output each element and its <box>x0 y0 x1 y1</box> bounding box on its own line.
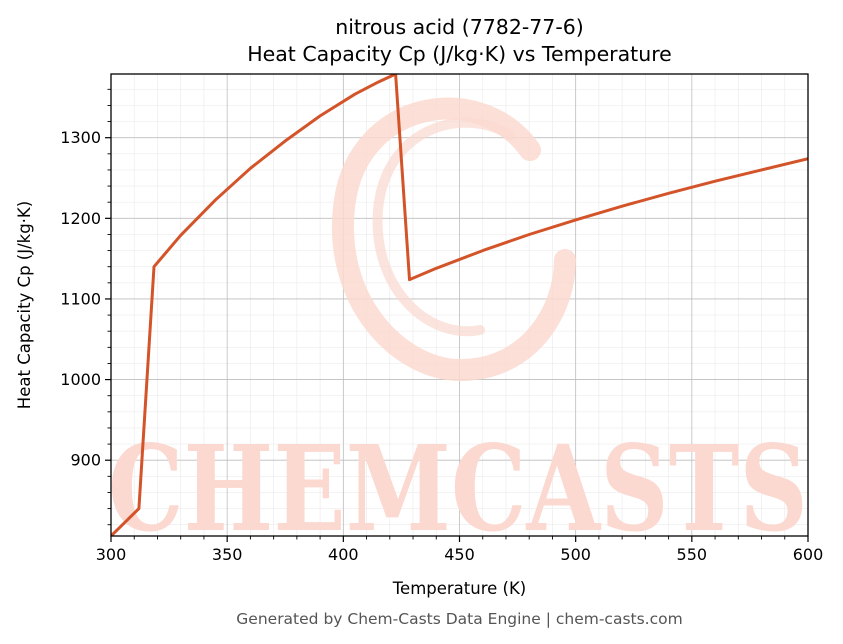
y-tick-label: 900 <box>70 451 101 470</box>
x-tick-label: 300 <box>96 545 127 564</box>
y-axis: 900 1000 1100 1200 1300 <box>60 88 111 526</box>
watermark-swirl-inner <box>372 117 515 337</box>
x-tick-label: 550 <box>677 545 708 564</box>
watermark-swirl <box>332 97 576 382</box>
x-tick-label: 500 <box>560 545 591 564</box>
y-tick-label: 1300 <box>60 128 101 147</box>
chart-title-line2: Heat Capacity Cp (J/kg·K) vs Temperature <box>247 42 672 66</box>
x-tick-label: 350 <box>212 545 243 564</box>
y-tick-label: 1100 <box>60 289 101 308</box>
x-axis-label: Temperature (K) <box>392 579 526 598</box>
footer-credit: Generated by Chem-Casts Data Engine | ch… <box>236 610 682 628</box>
x-tick-label: 600 <box>793 545 824 564</box>
watermark: CHEMCASTS <box>108 97 808 558</box>
x-axis: 300 350 400 450 500 550 600 <box>96 536 824 564</box>
series-line-heat-capacity <box>111 74 808 536</box>
watermark-text: CHEMCASTS <box>108 419 808 558</box>
y-axis-label: Heat Capacity Cp (J/kg·K) <box>15 201 34 409</box>
x-tick-label: 450 <box>444 545 475 564</box>
chart-title-line1: nitrous acid (7782-77-6) <box>335 15 584 39</box>
y-tick-label: 1200 <box>60 209 101 228</box>
x-tick-label: 400 <box>328 545 359 564</box>
y-tick-label: 1000 <box>60 370 101 389</box>
